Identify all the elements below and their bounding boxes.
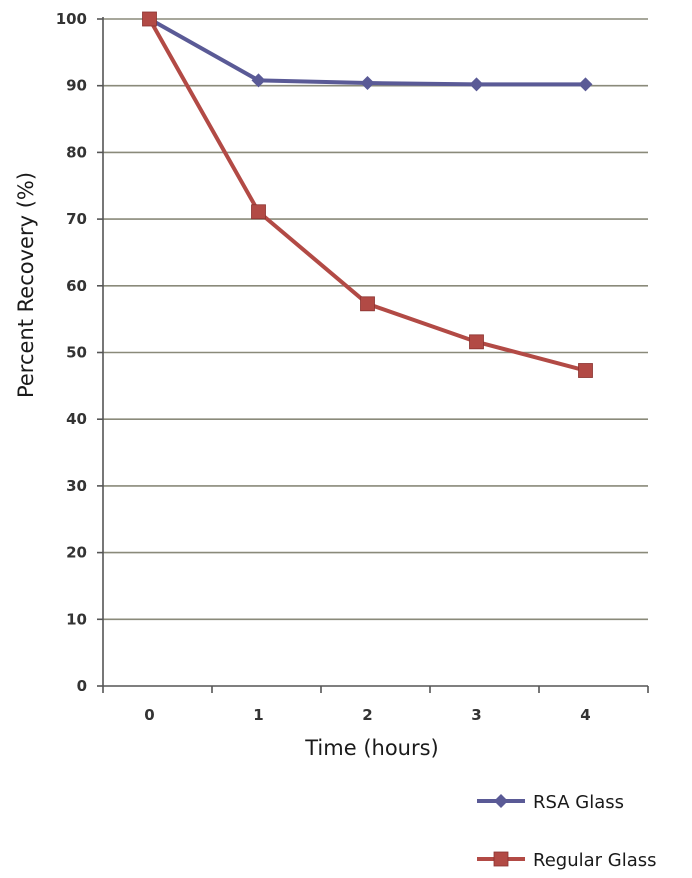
series-line — [148, 17, 586, 87]
x-tick-labels: 0 1 2 3 4 — [144, 706, 590, 724]
data-point-square — [469, 334, 484, 350]
legend-diamond-marker — [494, 794, 508, 808]
y-tick-label: 10 — [66, 610, 87, 628]
y-tick-label: 40 — [66, 410, 87, 428]
x-tick-label: 1 — [253, 706, 263, 724]
x-axis-title: Time (hours) — [304, 736, 439, 760]
x-tick-label: 0 — [144, 706, 154, 724]
series-regular-glass — [142, 11, 593, 378]
y-tick-label: 60 — [66, 277, 87, 295]
legend-item: Regular Glass — [477, 850, 657, 871]
y-tick-label: 100 — [56, 10, 87, 28]
data-point-diamond — [578, 77, 593, 92]
y-tick-label: 50 — [66, 344, 87, 362]
y-tick-label: 80 — [66, 143, 87, 161]
series-rsa-glass — [142, 12, 593, 92]
x-tick-label: 3 — [471, 706, 481, 724]
y-axis-title: Percent Recovery (%) — [14, 172, 38, 398]
y-tick-label: 0 — [77, 677, 87, 695]
data-point-square — [251, 204, 266, 220]
y-tick-labels: 0 10 20 30 40 50 60 70 80 90 100 — [56, 10, 87, 695]
data-point-diamond — [360, 76, 375, 91]
legend-item: RSA Glass — [477, 792, 624, 813]
series-line — [147, 18, 587, 373]
y-tick-label: 20 — [66, 544, 87, 562]
axes — [97, 17, 649, 693]
legend-label: RSA Glass — [533, 792, 624, 813]
series-group — [142, 11, 593, 378]
data-point-diamond — [251, 73, 266, 88]
data-point-square — [142, 11, 157, 27]
data-point-square — [360, 296, 375, 312]
legend: RSA Glass Regular Glass — [477, 792, 657, 871]
x-tick-label: 2 — [362, 706, 372, 724]
y-tick-label: 70 — [66, 210, 87, 228]
y-tick-label: 90 — [66, 77, 87, 95]
legend-square-marker — [493, 851, 509, 867]
data-point-diamond — [469, 77, 484, 92]
legend-label: Regular Glass — [533, 850, 657, 871]
data-point-square — [578, 363, 593, 378]
y-tick-label: 30 — [66, 477, 87, 495]
gridlines — [103, 18, 648, 621]
x-tick-label: 4 — [580, 706, 590, 724]
